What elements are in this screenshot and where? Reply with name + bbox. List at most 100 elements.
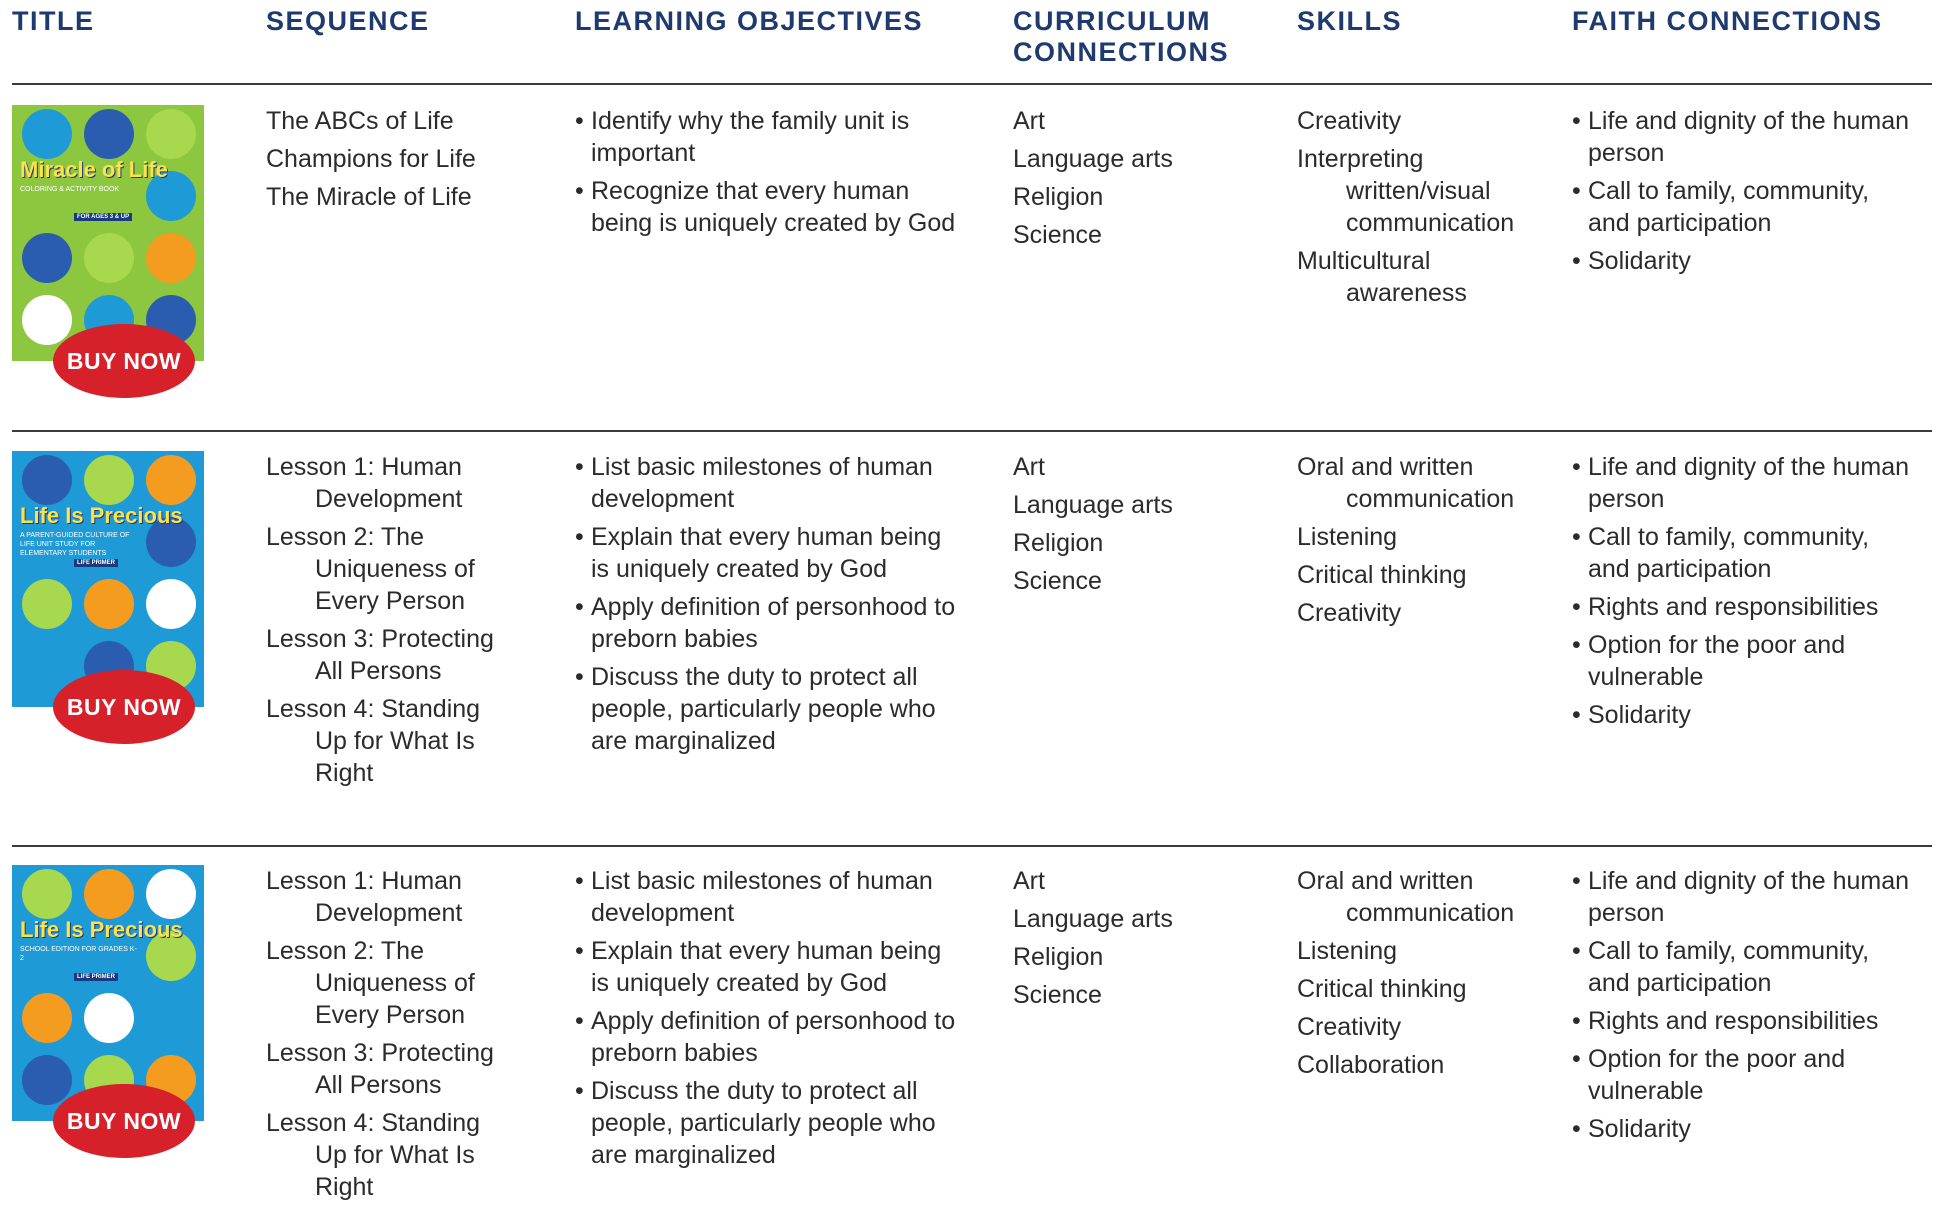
curriculum-item: Religion bbox=[1013, 943, 1104, 971]
cover-circle bbox=[146, 171, 196, 221]
cover-circle bbox=[84, 233, 134, 283]
curriculum-list: Art Language arts Religion Science bbox=[1013, 105, 1263, 257]
column-header: SEQUENCE bbox=[266, 6, 430, 36]
faith-item: Solidarity bbox=[1572, 245, 1917, 277]
curriculum-item: Religion bbox=[1013, 529, 1104, 557]
cover-badge: FOR AGES 3 & UP bbox=[74, 213, 133, 221]
cover-circle bbox=[146, 233, 196, 283]
faith-item: Call to family, community, and participa… bbox=[1572, 935, 1917, 999]
skills-list: Creativity Interpreting written/visual co… bbox=[1297, 105, 1542, 315]
curriculum-item: Language arts bbox=[1013, 905, 1173, 933]
cover-circle bbox=[22, 295, 72, 345]
curriculum-item: Science bbox=[1013, 567, 1102, 595]
faith-item: Solidarity bbox=[1572, 699, 1917, 731]
cover-subtitle: A PARENT-GUIDED CULTURE OF LIFE UNIT STU… bbox=[20, 532, 130, 557]
objectives-item: Discuss the duty to protect all people, … bbox=[575, 661, 960, 757]
faith-list: Life and dignity of the human personCall… bbox=[1572, 105, 1917, 283]
sequence-item: The Miracle of Life bbox=[266, 183, 472, 211]
cover-circle bbox=[22, 233, 72, 283]
skills-list: Oral and written communication Listening C… bbox=[1297, 451, 1542, 635]
curriculum-item: Art bbox=[1013, 453, 1045, 481]
cover-circle bbox=[84, 869, 134, 919]
faith-item: Rights and responsibilities bbox=[1572, 591, 1917, 623]
skills-item: Creativity bbox=[1297, 599, 1402, 627]
cover-circle bbox=[146, 931, 196, 981]
sequence-item: Lesson 3: Protecting All Persons bbox=[266, 1039, 494, 1099]
objectives-list: List basic milestones of human developme… bbox=[575, 865, 960, 1177]
curriculum-list: Art Language arts Religion Science bbox=[1013, 865, 1263, 1017]
skills-item: Creativity bbox=[1297, 1013, 1402, 1041]
objectives-item: List basic milestones of human developme… bbox=[575, 451, 960, 515]
objectives-item: Recognize that every human being is uniq… bbox=[575, 175, 960, 239]
cover-circle bbox=[22, 455, 72, 505]
curriculum-item: Language arts bbox=[1013, 491, 1173, 519]
cover-circle bbox=[22, 993, 72, 1043]
skills-item: Multicultural awareness bbox=[1297, 247, 1467, 307]
cover-title: Life Is Precious bbox=[20, 917, 183, 942]
skills-list: Oral and written communication Listening C… bbox=[1297, 865, 1542, 1087]
sequence-item: Lesson 4: Standing Up for What Is Right bbox=[266, 695, 481, 787]
cover-circle bbox=[22, 579, 72, 629]
faith-item: Call to family, community, and participa… bbox=[1572, 175, 1917, 239]
curriculum-item: Science bbox=[1013, 981, 1102, 1009]
skills-item: Critical thinking bbox=[1297, 561, 1467, 589]
skills-item: Creativity bbox=[1297, 107, 1402, 135]
objectives-item: Explain that every human being is unique… bbox=[575, 521, 960, 585]
sequence-list: Lesson 1: Human Development Lesson 2: The… bbox=[266, 451, 516, 795]
cover-circle bbox=[22, 641, 72, 691]
objectives-list: List basic milestones of human developme… bbox=[575, 451, 960, 763]
column-header: LEARNING OBJECTIVES bbox=[575, 6, 924, 36]
faith-item: Solidarity bbox=[1572, 1113, 1917, 1145]
cover-subtitle: SCHOOL EDITION FOR GRADES K-2 bbox=[20, 946, 137, 962]
faith-item: Call to family, community, and participa… bbox=[1572, 521, 1917, 585]
book-cover: Miracle of Life COLORING & ACTIVITY BOOK F… bbox=[12, 105, 204, 361]
curriculum-item: Art bbox=[1013, 107, 1045, 135]
cover-title: Miracle of Life bbox=[20, 157, 168, 182]
cover-circle bbox=[84, 993, 134, 1043]
faith-item: Life and dignity of the human person bbox=[1572, 451, 1917, 515]
buy-now-button[interactable]: BUY NOW bbox=[53, 324, 195, 398]
curriculum-item: Language arts bbox=[1013, 145, 1173, 173]
curriculum-item: Religion bbox=[1013, 183, 1104, 211]
objectives-item: Discuss the duty to protect all people, … bbox=[575, 1075, 960, 1171]
cover-circle bbox=[146, 109, 196, 159]
row-rule bbox=[12, 845, 1932, 847]
cover-circle bbox=[146, 455, 196, 505]
sequence-item: Lesson 4: Standing Up for What Is Right bbox=[266, 1109, 481, 1201]
buy-now-button[interactable]: BUY NOW bbox=[53, 1084, 195, 1158]
cover-circle bbox=[22, 109, 72, 159]
cover-circle bbox=[84, 455, 134, 505]
column-header: CURRICULUM CONNECTIONS bbox=[1013, 6, 1230, 67]
sequence-item: Lesson 3: Protecting All Persons bbox=[266, 625, 494, 685]
book-cover: Life Is Precious A PARENT-GUIDED CULTURE … bbox=[12, 451, 204, 707]
sequence-list: The ABCs of Life Champions for Life The Mi… bbox=[266, 105, 516, 219]
sequence-list: Lesson 1: Human Development Lesson 2: The… bbox=[266, 865, 516, 1209]
faith-item: Option for the poor and vulnerable bbox=[1572, 629, 1917, 693]
cover-circle bbox=[84, 579, 134, 629]
curriculum-list: Art Language arts Religion Science bbox=[1013, 451, 1263, 603]
objectives-list: Identify why the family unit is importan… bbox=[575, 105, 960, 245]
faith-list: Life and dignity of the human personCall… bbox=[1572, 865, 1917, 1151]
faith-list: Life and dignity of the human personCall… bbox=[1572, 451, 1917, 737]
buy-now-button[interactable]: BUY NOW bbox=[53, 670, 195, 744]
faith-item: Life and dignity of the human person bbox=[1572, 105, 1917, 169]
row-rule bbox=[12, 430, 1932, 432]
sequence-item: Champions for Life bbox=[266, 145, 476, 173]
faith-item: Rights and responsibilities bbox=[1572, 1005, 1917, 1037]
header-rule bbox=[12, 83, 1932, 85]
cover-badge: LIFE PRIMER bbox=[74, 973, 119, 981]
cover-circle bbox=[22, 1055, 72, 1105]
cover-badge: LIFE PRIMER bbox=[74, 559, 119, 567]
sequence-item: Lesson 1: Human Development bbox=[266, 867, 463, 927]
curriculum-item: Art bbox=[1013, 867, 1045, 895]
faith-item: Life and dignity of the human person bbox=[1572, 865, 1917, 929]
cover-circle bbox=[84, 109, 134, 159]
cover-subtitle: COLORING & ACTIVITY BOOK bbox=[20, 186, 120, 193]
skills-item: Collaboration bbox=[1297, 1051, 1445, 1079]
objectives-item: Explain that every human being is unique… bbox=[575, 935, 960, 999]
cover-circle bbox=[146, 579, 196, 629]
curriculum-item: Science bbox=[1013, 221, 1102, 249]
skills-item: Critical thinking bbox=[1297, 975, 1467, 1003]
